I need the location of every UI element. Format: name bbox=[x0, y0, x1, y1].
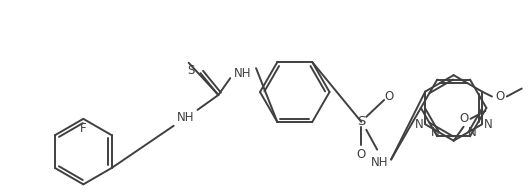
Text: NH: NH bbox=[370, 156, 388, 169]
Text: O: O bbox=[459, 112, 468, 125]
Text: N: N bbox=[484, 118, 492, 131]
Text: N: N bbox=[415, 118, 423, 131]
Text: N: N bbox=[468, 126, 476, 139]
Text: F: F bbox=[80, 122, 87, 135]
Text: O: O bbox=[495, 90, 505, 103]
Text: S: S bbox=[187, 64, 194, 77]
Text: NH: NH bbox=[177, 111, 194, 124]
Text: O: O bbox=[385, 90, 394, 103]
Text: N: N bbox=[431, 126, 440, 139]
Text: O: O bbox=[357, 148, 366, 161]
Text: S: S bbox=[357, 115, 366, 128]
Text: NH: NH bbox=[233, 67, 251, 80]
